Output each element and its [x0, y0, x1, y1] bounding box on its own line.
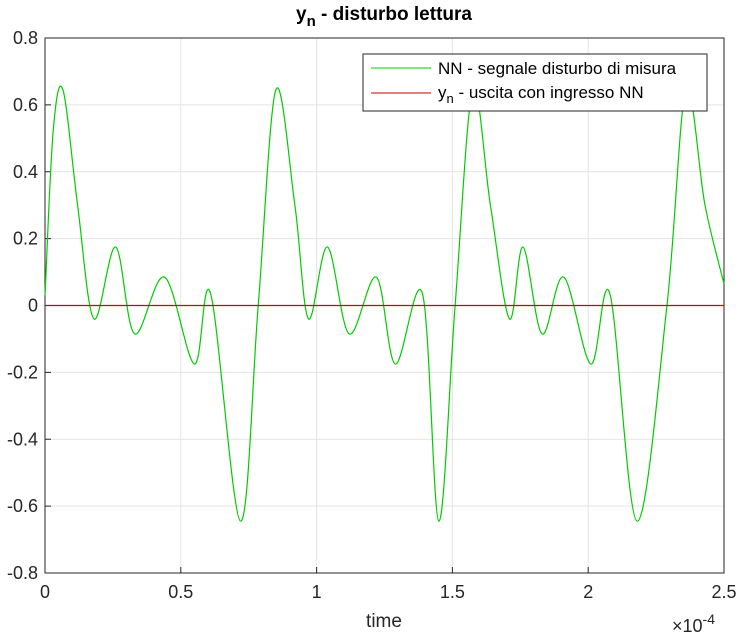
x-axis-exponent: ×10-4 [672, 611, 715, 635]
y-tick-label: 0.2 [13, 229, 38, 249]
x-tick-label: 0 [40, 582, 50, 602]
legend-label-nn: NN - segnale disturbo di misura [438, 59, 677, 78]
legend-label-yn-main: y [438, 83, 447, 102]
legend-box [362, 53, 708, 112]
legend-label-yn-rest: - uscita con ingresso NN [454, 83, 644, 102]
y-tick-label: 0.4 [13, 162, 38, 182]
x-tick-label: 0.5 [168, 582, 193, 602]
legend-label-yn-sub: n [447, 91, 454, 106]
y-tick-label: 0.6 [13, 95, 38, 115]
chart-title-main: y [296, 4, 307, 25]
y-tick-label: -0.6 [7, 496, 38, 516]
x-tick-label: 1 [312, 582, 322, 602]
x-tick-label: 2 [583, 582, 593, 602]
x-axis-exponent-base: ×10 [672, 616, 703, 635]
x-tick-label: 2.5 [711, 582, 736, 602]
legend-label-yn: yn - uscita con ingresso NN [438, 83, 644, 106]
chart-title-rest: - disturbo lettura [316, 4, 473, 25]
y-tick-label: -0.2 [7, 362, 38, 382]
x-tick-label: 1.5 [440, 582, 465, 602]
x-axis-exponent-power: -4 [703, 611, 716, 627]
series-line-nn [44, 85, 725, 522]
y-tick-label: -0.4 [7, 429, 38, 449]
y-tick-label: 0.8 [13, 28, 38, 48]
chart-title-sub: n [307, 13, 316, 30]
x-axis-label: time [366, 611, 402, 632]
y-tick-label: 0 [28, 296, 38, 316]
legend: NN - segnale disturbo di misura yn - usc… [362, 53, 708, 112]
chart-title: yn - disturbo lettura [296, 4, 472, 30]
series-layer [44, 85, 725, 522]
ticks: 0 0.5 1 1.5 2 2.5 -0.8 -0.6 -0.4 -0.2 0 0.2 0.4 0.6 0.… [7, 28, 737, 602]
y-tick-label: -0.8 [7, 563, 38, 583]
